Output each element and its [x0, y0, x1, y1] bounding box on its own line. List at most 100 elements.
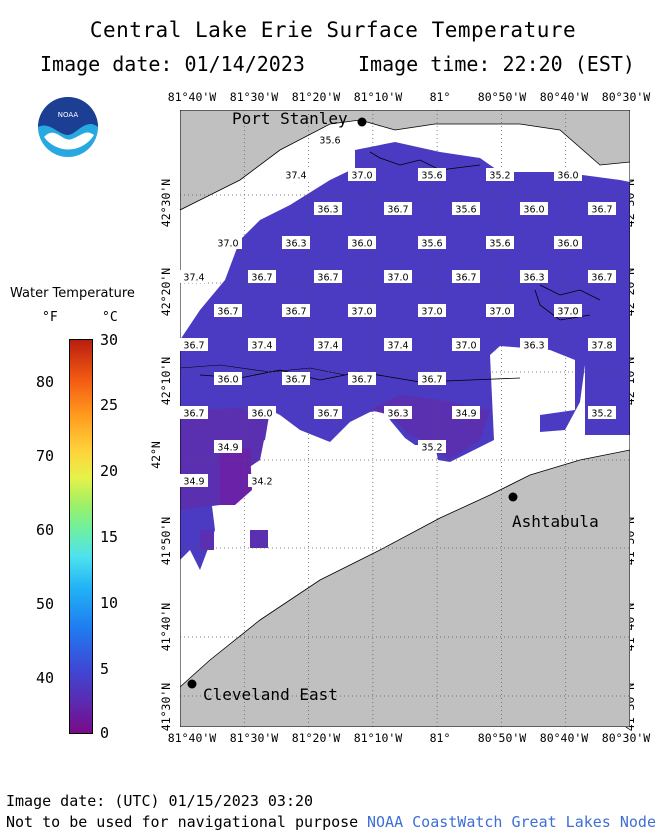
- temperature-label: 36.7: [180, 406, 208, 420]
- temperature-label: 37.4: [314, 338, 342, 352]
- temperature-label: 36.7: [384, 202, 412, 216]
- svg-text:36.7: 36.7: [591, 205, 612, 216]
- svg-text:36.7: 36.7: [285, 307, 306, 318]
- city-label: Port Stanley: [232, 110, 348, 128]
- temperature-label: 36.7: [282, 372, 310, 386]
- legend-c-tick: 10: [100, 594, 119, 612]
- svg-text:36.7: 36.7: [591, 273, 612, 284]
- svg-text:36.7: 36.7: [183, 409, 204, 420]
- svg-text:34.9: 34.9: [217, 443, 238, 454]
- temperature-label: 36.7: [314, 270, 342, 284]
- legend-f-tick: 60: [36, 521, 55, 539]
- canada-land: [179, 109, 631, 211]
- svg-text:35.6: 35.6: [319, 136, 340, 147]
- noaa-logo-text: NOAA: [58, 111, 79, 119]
- svg-text:37.0: 37.0: [489, 307, 510, 318]
- temperature-label: 37.0: [554, 304, 582, 318]
- svg-text:36.0: 36.0: [351, 239, 372, 250]
- temperature-label: 34.9: [214, 440, 242, 454]
- lat-label-left: 42°30'N: [159, 178, 174, 228]
- temperature-label: 35.2: [588, 406, 616, 420]
- svg-text:36.7: 36.7: [317, 409, 338, 420]
- temperature-label: 36.0: [214, 372, 242, 386]
- lon-label-bot: 81°40'W: [167, 731, 217, 745]
- temperature-label: 34.9: [180, 474, 208, 488]
- lat-label-left: 42°10'N: [159, 356, 174, 406]
- image-date: Image date: 01/14/2023: [40, 52, 305, 76]
- city-label: Ashtabula: [512, 512, 599, 531]
- legend-f-tick: 80: [36, 373, 55, 391]
- lat-label-left: 42°N: [148, 441, 163, 469]
- temperature-label: 35.6: [418, 236, 446, 250]
- temperature-label: 36.0: [348, 236, 376, 250]
- lon-label-bot: 80°40'W: [539, 731, 589, 745]
- temperature-label: 37.4: [384, 338, 412, 352]
- temperature-label: 35.6: [316, 133, 344, 147]
- legend-f-tick: 50: [36, 595, 55, 613]
- lon-label-top: 81°40'W: [167, 90, 217, 104]
- lon-label-bot: 81°30'W: [229, 731, 279, 745]
- temperature-label: 36.3: [520, 270, 548, 284]
- temperature-label: 35.2: [486, 168, 514, 182]
- temperature-label: 36.3: [520, 338, 548, 352]
- svg-text:36.0: 36.0: [557, 171, 578, 182]
- temperature-label: 35.6: [452, 202, 480, 216]
- svg-text:36.7: 36.7: [387, 205, 408, 216]
- svg-text:37.0: 37.0: [351, 307, 372, 318]
- temperature-label: 36.7: [588, 202, 616, 216]
- lat-label-left: 41°30'N: [159, 682, 174, 732]
- temperature-label: 37.0: [452, 338, 480, 352]
- temperature-label: 37.0: [348, 304, 376, 318]
- legend-c-tick: 30: [100, 331, 119, 349]
- svg-text:35.2: 35.2: [591, 409, 612, 420]
- svg-text:37.4: 37.4: [317, 341, 338, 352]
- temperature-label: 36.3: [314, 202, 342, 216]
- legend-c-tick: 5: [100, 660, 110, 678]
- city-dot: [508, 492, 518, 502]
- temperature-map: 35.6 37.4 37.0 35.6 35.2 36.0 36.3 36.7 35.6 36.0…: [179, 109, 631, 731]
- lon-label-top: 80°30'W: [601, 90, 651, 104]
- svg-text:36.7: 36.7: [183, 341, 204, 352]
- legend-c-tick: 20: [100, 462, 119, 480]
- svg-text:36.3: 36.3: [285, 239, 306, 250]
- legend-unit-f: °F: [42, 310, 58, 325]
- lon-label-top: 81°10'W: [353, 90, 403, 104]
- lon-label-top: 81°: [429, 90, 451, 104]
- svg-text:37.0: 37.0: [455, 341, 476, 352]
- temperature-label: 37.0: [348, 168, 376, 182]
- temperature-label: 36.7: [452, 270, 480, 284]
- temperature-colorbar: [69, 339, 93, 734]
- city-dot: [357, 117, 367, 127]
- legend-c-tick: 15: [100, 528, 119, 546]
- lon-label-bot: 81°: [429, 731, 451, 745]
- legend-f-tick: 70: [36, 447, 55, 465]
- svg-text:37.0: 37.0: [421, 307, 442, 318]
- svg-text:36.7: 36.7: [285, 375, 306, 386]
- svg-text:34.9: 34.9: [455, 409, 476, 420]
- temperature-labels: 35.6 37.4 37.0 35.6 35.2 36.0 36.3 36.7 35.6 36.0…: [180, 133, 616, 488]
- temperature-label: 36.7: [214, 304, 242, 318]
- lon-label-bot: 80°30'W: [601, 731, 651, 745]
- svg-text:37.0: 37.0: [351, 171, 372, 182]
- svg-text:36.7: 36.7: [455, 273, 476, 284]
- temperature-label: 34.2: [248, 474, 276, 488]
- legend-unit-c: °C: [102, 310, 118, 325]
- city-dot: [187, 679, 197, 689]
- lon-label-top: 81°20'W: [291, 90, 341, 104]
- svg-text:35.6: 35.6: [421, 239, 442, 250]
- lat-label-left: 41°40'N: [159, 602, 174, 652]
- svg-text:36.3: 36.3: [387, 409, 408, 420]
- city-markers: Port Stanley Ashtabula Cleveland East: [187, 109, 599, 704]
- temperature-label: 36.7: [248, 270, 276, 284]
- svg-text:37.4: 37.4: [183, 273, 204, 284]
- temperature-label: 36.7: [588, 270, 616, 284]
- footer-utc-date: Image date: (UTC) 01/15/2023 03:20: [6, 792, 314, 810]
- temperature-label: 37.0: [486, 304, 514, 318]
- svg-text:37.8: 37.8: [591, 341, 612, 352]
- temperature-label: 37.4: [282, 168, 310, 182]
- temperature-label: 37.8: [588, 338, 616, 352]
- lat-label-left: 42°20'N: [159, 267, 174, 317]
- temperature-label: 36.3: [384, 406, 412, 420]
- svg-text:34.9: 34.9: [183, 477, 204, 488]
- temperature-label: 36.0: [248, 406, 276, 420]
